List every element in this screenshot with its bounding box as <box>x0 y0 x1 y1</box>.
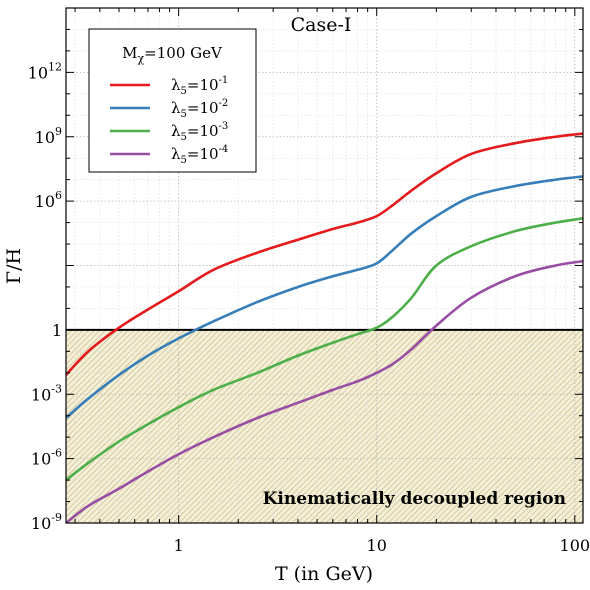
legend-title: Mχ=100 GeV <box>122 44 223 65</box>
y-tick-label: 10-6 <box>31 447 62 469</box>
legend-label-2: λ5=10-2 <box>171 98 228 120</box>
y-tick-exp: -6 <box>51 447 62 460</box>
series-layer <box>66 132 583 523</box>
legend-box <box>88 28 257 173</box>
legend-label-3: λ5=10-3 <box>171 121 228 143</box>
series-line-1 <box>66 132 583 376</box>
legend: Mχ=100 GeV λ5=10-1λ5=10-2λ5=10-3λ5=10-4 <box>88 28 257 173</box>
legend-label-main: λ <box>171 76 181 94</box>
legend-label-4: λ5=10-4 <box>171 144 228 166</box>
legend-label-main: λ <box>171 99 181 117</box>
y-tick-exp: -3 <box>51 382 62 395</box>
y-tick-exp: -9 <box>51 511 62 524</box>
y-tick-label: 1012 <box>28 60 62 82</box>
y-tick-base: 1 <box>52 321 62 340</box>
y-tick-label: 10-9 <box>31 511 62 533</box>
legend-label-base: =10 <box>187 145 219 163</box>
x-tick-label: 1 <box>174 536 184 555</box>
legend-label-exp: -4 <box>219 144 229 155</box>
axis-ticks <box>66 7 583 524</box>
legend-title-main: M <box>122 44 137 62</box>
y-tick-label: 10-3 <box>31 382 62 404</box>
y-tick-exp: 12 <box>48 60 62 73</box>
y-tick-base: 10 <box>31 450 51 469</box>
y-tick-exp: 9 <box>55 125 62 138</box>
legend-label-base: =10 <box>187 122 219 140</box>
legend-label-main: λ <box>171 145 181 163</box>
legend-title-sub: χ <box>138 52 145 65</box>
y-tick-base: 10 <box>31 385 51 404</box>
chart-title: Case-I <box>291 14 352 36</box>
legend-title-rest: =100 GeV <box>144 44 223 62</box>
legend-label-sub: 5 <box>181 155 187 166</box>
legend-label-exp: -3 <box>219 121 229 132</box>
y-tick-exp: 6 <box>55 189 62 202</box>
legend-label-exp: -2 <box>219 98 229 109</box>
legend-label-1: λ5=10-1 <box>171 75 228 97</box>
legend-label-base: =10 <box>187 76 219 94</box>
legend-label-exp: -1 <box>219 75 229 86</box>
legend-label-sub: 5 <box>181 109 187 120</box>
y-tick-label: 1 <box>52 321 62 340</box>
x-axis-title: T (in GeV) <box>275 563 373 585</box>
y-tick-label: 109 <box>35 125 62 147</box>
y-tick-label: 106 <box>35 189 62 211</box>
y-tick-base: 10 <box>28 63 48 82</box>
y-tick-base: 10 <box>31 514 51 533</box>
legend-label-sub: 5 <box>181 132 187 143</box>
x-tick-label: 10 <box>367 536 387 555</box>
legend-items: λ5=10-1λ5=10-2λ5=10-3λ5=10-4 <box>110 75 228 166</box>
legend-label-base: =10 <box>187 99 219 117</box>
legend-label-main: λ <box>171 122 181 140</box>
y-tick-base: 10 <box>35 192 55 211</box>
series-line-2 <box>66 175 583 419</box>
decoupled-region-shade <box>66 329 583 523</box>
series-line-4 <box>66 259 583 523</box>
series-line-3 <box>66 217 583 482</box>
x-tick-label: 100 <box>560 536 590 555</box>
decoupled-region-label: Kinematically decoupled region <box>263 489 566 509</box>
y-axis-title: Γ/H <box>3 248 25 284</box>
y-tick-base: 10 <box>35 128 55 147</box>
legend-label-sub: 5 <box>181 86 187 97</box>
